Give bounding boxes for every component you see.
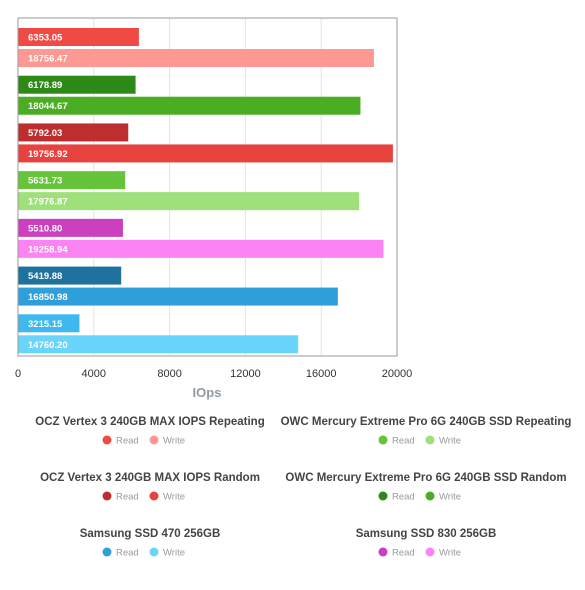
legend-write-label: Write [439, 548, 461, 559]
bar-group: 6353.05 18756.47 [18, 28, 374, 67]
legend-write-label: Write [163, 436, 185, 447]
read-bar [18, 28, 139, 46]
legend-write-label: Write [439, 492, 461, 503]
legend-read-label: Read [116, 436, 139, 447]
legend-write-label: Write [439, 436, 461, 447]
legend-series-name: OWC Mercury Extreme Pro 6G 240GB SSD Rep… [281, 416, 572, 428]
write-bar-value-label: 19258.94 [28, 244, 68, 255]
write-bar-value-label: 18756.47 [28, 54, 68, 65]
write-bar-value-label: 14760.20 [28, 340, 68, 351]
legend-read-label: Read [392, 492, 415, 503]
read-bar [18, 266, 122, 285]
legend-read-swatch [102, 547, 112, 557]
read-bar-value-label: 6353.05 [28, 33, 63, 44]
legend-write-swatch [149, 435, 159, 445]
legend-entry: Samsung SSD 830 256GB Read Write [356, 528, 497, 559]
x-tick-label: 4000 [82, 368, 106, 380]
write-bar [18, 192, 360, 211]
read-bar [18, 75, 136, 94]
read-bar [18, 171, 126, 190]
bar-group: 5419.88 16850.98 [18, 266, 338, 306]
write-bar [18, 49, 374, 67]
read-bar-value-label: 6178.89 [28, 80, 62, 91]
legend-read-swatch [378, 547, 388, 557]
write-bar [18, 239, 384, 258]
x-axis-label: IOps [193, 385, 222, 400]
read-bar [18, 314, 80, 333]
legend-entry: OCZ Vertex 3 240GB MAX IOPS Repeating Rea… [35, 416, 264, 447]
legend-series-name: OCZ Vertex 3 240GB MAX IOPS Repeating [35, 416, 264, 428]
legend-read-label: Read [392, 548, 415, 559]
read-bar [18, 123, 129, 142]
legend-entry: OWC Mercury Extreme Pro 6G 240GB SSD Rep… [281, 416, 572, 447]
legend-write-label: Write [163, 492, 185, 503]
legend-series-name: OCZ Vertex 3 240GB MAX IOPS Random [40, 472, 260, 484]
x-tick-label: 12000 [230, 368, 261, 380]
legend-write-swatch [425, 491, 435, 501]
legend-series-name: Samsung SSD 830 256GB [356, 528, 497, 540]
read-bar-value-label: 3215.15 [28, 319, 63, 330]
legend-read-swatch [102, 435, 112, 445]
plot-frame [17, 17, 398, 357]
legend-read-swatch [378, 435, 388, 445]
write-bar [18, 144, 393, 163]
read-bar-value-label: 5510.80 [28, 223, 62, 234]
x-axis-ticks: 0 4000 8000 12000 16000 20000 [15, 368, 412, 380]
legend-write-label: Write [163, 548, 185, 559]
x-tick-label: 8000 [157, 368, 181, 380]
legend-read-label: Read [392, 436, 415, 447]
legend-read-label: Read [116, 548, 139, 559]
legend-series-name: Samsung SSD 470 256GB [80, 528, 221, 540]
read-bar [18, 218, 123, 237]
legend-write-swatch [149, 547, 159, 557]
read-bar-value-label: 5419.88 [28, 271, 62, 282]
write-bar-value-label: 18044.67 [28, 101, 68, 112]
bar-group: 5792.03 19756.92 [18, 123, 393, 163]
legend-entry: OWC Mercury Extreme Pro 6G 240GB SSD Ran… [285, 472, 566, 503]
legend-write-swatch [425, 435, 435, 445]
write-bar-value-label: 16850.98 [28, 292, 68, 303]
legend-entry: OCZ Vertex 3 240GB MAX IOPS Random Read Wr… [40, 472, 260, 503]
legend-write-swatch [425, 547, 435, 557]
read-bar-value-label: 5631.73 [28, 176, 62, 187]
write-bar-value-label: 19756.92 [28, 149, 68, 160]
read-bar-value-label: 5792.03 [28, 128, 62, 139]
x-tick-label: 0 [15, 368, 21, 380]
write-bar [18, 335, 299, 354]
legend-read-swatch [378, 491, 388, 501]
legend-series-name: OWC Mercury Extreme Pro 6G 240GB SSD Ran… [285, 472, 566, 484]
bar-group: 3215.15 14760.20 [18, 314, 299, 354]
x-tick-label: 20000 [382, 368, 413, 380]
legend-write-swatch [149, 491, 159, 501]
legend-entry: Samsung SSD 470 256GB Read Write [80, 528, 221, 559]
write-bar [18, 287, 338, 306]
x-tick-label: 16000 [306, 368, 337, 380]
bar-group: 5631.73 17976.87 [18, 171, 360, 211]
write-bar [18, 96, 361, 115]
write-bar-value-label: 17976.87 [28, 197, 68, 208]
bar-group: 5510.80 19258.94 [18, 218, 384, 258]
bar-group: 6178.89 18044.67 [18, 75, 361, 115]
bars-layer: 6353.05 18756.47 6178.89 18044.67 5792.03 197… [18, 28, 393, 354]
legend-read-label: Read [116, 492, 139, 503]
legend: OCZ Vertex 3 240GB MAX IOPS Repeating Rea… [35, 416, 571, 559]
legend-read-swatch [102, 491, 112, 501]
